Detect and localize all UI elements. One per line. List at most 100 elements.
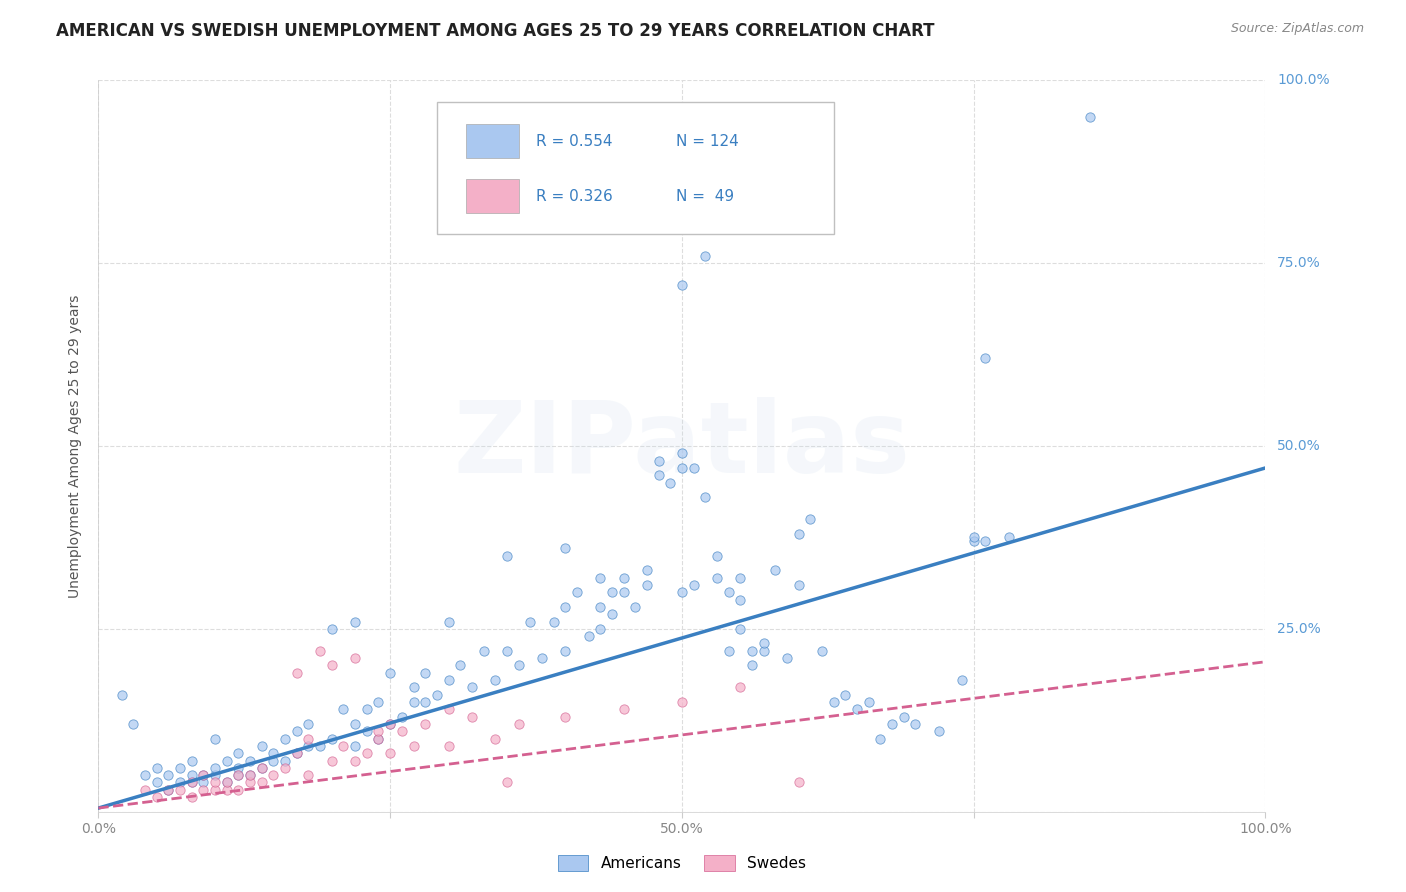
Point	[321, 658, 343, 673]
Point	[730, 622, 752, 636]
Point	[706, 571, 728, 585]
Point	[193, 768, 215, 782]
Point	[228, 768, 250, 782]
Point	[321, 731, 343, 746]
Point	[682, 578, 704, 592]
Point	[787, 526, 810, 541]
Point	[309, 644, 332, 658]
Point	[391, 709, 413, 723]
Point	[204, 768, 226, 782]
Point	[180, 754, 202, 768]
Point	[204, 761, 226, 775]
Point	[250, 761, 273, 775]
Point	[239, 768, 262, 782]
Point	[215, 754, 238, 768]
Point	[180, 775, 202, 789]
Point	[356, 746, 378, 760]
Point	[730, 681, 752, 695]
Point	[274, 761, 297, 775]
Point	[367, 724, 389, 739]
Point	[823, 695, 845, 709]
Point	[717, 585, 740, 599]
Point	[834, 688, 856, 702]
Point	[695, 490, 717, 504]
Point	[671, 461, 693, 475]
Point	[274, 731, 297, 746]
Point	[228, 768, 250, 782]
Point	[262, 768, 284, 782]
Point	[730, 571, 752, 585]
Point	[484, 731, 506, 746]
Point	[495, 775, 517, 789]
Point	[717, 644, 740, 658]
Point	[402, 681, 425, 695]
Point	[484, 673, 506, 687]
Point	[332, 739, 354, 753]
Point	[543, 615, 565, 629]
Point	[169, 782, 191, 797]
Point	[180, 790, 202, 805]
Point	[530, 651, 553, 665]
Text: ZIPatlas: ZIPatlas	[454, 398, 910, 494]
Point	[285, 724, 308, 739]
Text: R = 0.326: R = 0.326	[536, 189, 613, 204]
Point	[647, 468, 669, 483]
Point	[695, 249, 717, 263]
Point	[344, 754, 367, 768]
Point	[250, 739, 273, 753]
Point	[228, 782, 250, 797]
Point	[787, 578, 810, 592]
Point	[250, 761, 273, 775]
Point	[776, 651, 799, 665]
Point	[659, 475, 682, 490]
Point	[578, 629, 600, 643]
Point	[204, 782, 226, 797]
Point	[671, 695, 693, 709]
Point	[297, 717, 319, 731]
Text: N = 124: N = 124	[676, 134, 738, 149]
Point	[193, 768, 215, 782]
Text: 50.0%: 50.0%	[1277, 439, 1320, 453]
Point	[565, 585, 588, 599]
Point	[204, 775, 226, 789]
Point	[367, 731, 389, 746]
Point	[811, 644, 834, 658]
Point	[239, 754, 262, 768]
Point	[215, 782, 238, 797]
Point	[799, 512, 821, 526]
Point	[262, 754, 284, 768]
Point	[1080, 110, 1102, 124]
Point	[285, 746, 308, 760]
Point	[671, 278, 693, 293]
Point	[508, 717, 530, 731]
Point	[449, 658, 471, 673]
Point	[134, 768, 156, 782]
Point	[297, 731, 319, 746]
Point	[146, 775, 169, 789]
Point	[858, 695, 880, 709]
Point	[344, 651, 367, 665]
Point	[437, 702, 460, 716]
Point	[974, 534, 997, 549]
Point	[647, 453, 669, 467]
Point	[787, 775, 810, 789]
Point	[904, 717, 927, 731]
Point	[134, 782, 156, 797]
Point	[437, 673, 460, 687]
Point	[612, 702, 634, 716]
Point	[344, 739, 367, 753]
Point	[332, 702, 354, 716]
Point	[215, 775, 238, 789]
Point	[600, 607, 623, 622]
Point	[157, 782, 180, 797]
Point	[193, 775, 215, 789]
Point	[928, 724, 950, 739]
Legend: Americans, Swedes: Americans, Swedes	[551, 849, 813, 877]
Point	[285, 665, 308, 680]
Point	[297, 739, 319, 753]
Point	[228, 761, 250, 775]
Point	[180, 775, 202, 789]
Point	[950, 673, 973, 687]
Point	[612, 585, 634, 599]
Point	[880, 717, 903, 731]
